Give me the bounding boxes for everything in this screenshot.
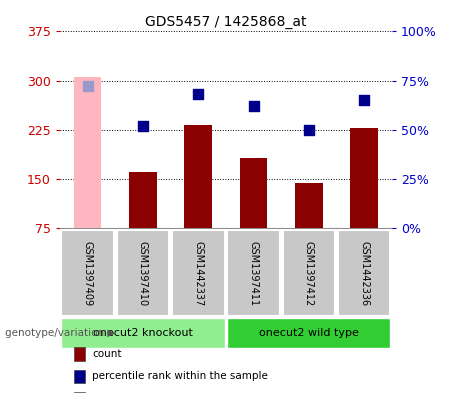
Bar bbox=[74, 77, 101, 228]
Bar bbox=[295, 184, 323, 228]
Text: GSM1397410: GSM1397410 bbox=[138, 241, 148, 306]
Bar bbox=[240, 158, 267, 228]
Text: count: count bbox=[92, 349, 122, 359]
Text: GSM1397411: GSM1397411 bbox=[248, 241, 259, 306]
Point bbox=[250, 103, 257, 109]
Text: GSM1442336: GSM1442336 bbox=[359, 241, 369, 306]
Text: genotype/variation ▶: genotype/variation ▶ bbox=[5, 328, 115, 338]
Point bbox=[305, 127, 313, 133]
Point bbox=[361, 97, 368, 103]
Title: GDS5457 / 1425868_at: GDS5457 / 1425868_at bbox=[145, 15, 307, 29]
Point bbox=[195, 91, 202, 97]
Point bbox=[139, 123, 147, 129]
Text: onecut2 wild type: onecut2 wild type bbox=[259, 328, 359, 338]
Text: GSM1442337: GSM1442337 bbox=[193, 241, 203, 306]
Text: onecut2 knockout: onecut2 knockout bbox=[93, 328, 193, 338]
Bar bbox=[184, 125, 212, 228]
Point bbox=[84, 83, 91, 90]
Bar bbox=[129, 172, 157, 228]
Text: GSM1397412: GSM1397412 bbox=[304, 241, 314, 306]
Bar bbox=[350, 128, 378, 228]
Text: percentile rank within the sample: percentile rank within the sample bbox=[92, 371, 268, 382]
Text: GSM1397409: GSM1397409 bbox=[83, 241, 93, 306]
